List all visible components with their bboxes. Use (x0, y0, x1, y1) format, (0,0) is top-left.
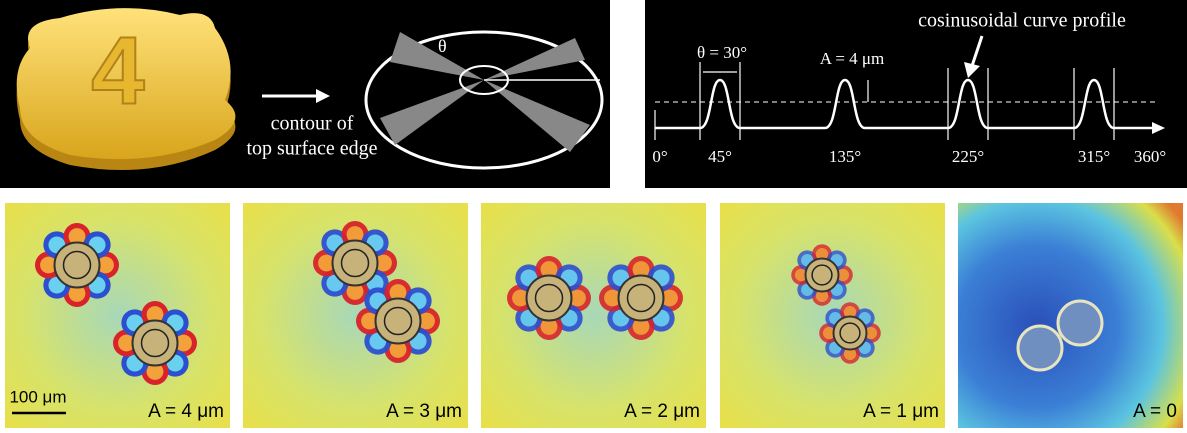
ring (62, 250, 92, 280)
petal-rim (632, 261, 650, 278)
ring (534, 283, 564, 313)
ring (340, 248, 370, 278)
axis-label: 0° (652, 147, 667, 166)
petal-rim (175, 334, 192, 352)
angle-symbol: θ (438, 36, 447, 56)
petal-rim (836, 268, 850, 282)
ring (383, 306, 413, 336)
width-label: θ = 30° (697, 43, 747, 62)
arrow-head (964, 62, 980, 78)
axis-label: 315° (1078, 147, 1110, 166)
ring (617, 274, 665, 322)
axis-arrow (1152, 122, 1165, 134)
petal-rim (632, 318, 650, 335)
image-panel: A = 3 μm (243, 203, 468, 428)
image-panel: A = 0 (958, 203, 1183, 428)
bottom-row: A = 4 μm A = 3 μm A = 2 μm A = 1 μm A = 0 (5, 203, 1183, 428)
guides (654, 62, 1115, 140)
arrow (970, 35, 984, 67)
image-panel: A = 4 μm (5, 203, 230, 428)
petal-rim (146, 306, 164, 323)
gear-model: 4 (16, 8, 236, 170)
panel-bg (645, 0, 1187, 188)
axis-label: 225° (952, 147, 984, 166)
scale-label: 100 μm (9, 387, 66, 406)
ring (832, 315, 868, 351)
petal-rim (843, 347, 857, 361)
petal-rim (794, 268, 808, 282)
petal-rim (815, 289, 829, 303)
image-panel: A = 2 μm (481, 203, 706, 428)
caption: contour of (271, 113, 354, 135)
petal-rim (604, 289, 621, 307)
petal-rim (864, 326, 878, 340)
ring (839, 322, 861, 344)
panel-label: A = 4 μm (148, 401, 224, 422)
petal-rim (389, 341, 407, 358)
panel-label: A = 2 μm (624, 401, 700, 422)
image-panel: A = 1 μm (720, 203, 945, 428)
ring (131, 319, 179, 367)
petal-rim (68, 285, 86, 302)
petal-rim (97, 256, 114, 274)
axis-label: 45° (708, 147, 732, 166)
petal-rim (661, 289, 678, 307)
petal-rim (118, 334, 135, 352)
petal-rim (375, 254, 392, 272)
petal-rim (843, 305, 857, 319)
petal-rim (569, 289, 586, 307)
petal-rim (318, 254, 335, 272)
petal-rim (822, 326, 836, 340)
petal-rim (146, 363, 164, 380)
ring (331, 239, 379, 287)
axis-label: 135° (829, 147, 861, 166)
digit: 4 (91, 17, 144, 124)
axis-label: 360° (1134, 147, 1166, 166)
ring (53, 241, 101, 289)
arrow-head (316, 89, 330, 103)
petal-rim (68, 228, 86, 245)
petal-rim (40, 256, 57, 274)
profile-curve (655, 78, 1155, 130)
petal-rim (389, 284, 407, 301)
petal-rim (361, 312, 378, 330)
petal-rim (512, 289, 529, 307)
ring (804, 257, 840, 293)
panel-bg (5, 203, 230, 428)
petal-rim (418, 312, 435, 330)
ring (525, 274, 573, 322)
panel-label: A = 3 μm (386, 401, 462, 422)
ring (140, 328, 170, 358)
panel-label: A = 1 μm (863, 401, 939, 422)
disk (1056, 299, 1104, 347)
petal-rim (815, 247, 829, 261)
disk-diagram: θ (364, 30, 604, 170)
petal-rim (346, 226, 364, 243)
petal-rim (540, 261, 558, 278)
ring (626, 283, 656, 313)
ring (811, 264, 833, 286)
panel-label: A = 0 (1133, 401, 1177, 422)
axis-labels: 0° 45° 135° 225° 315° 360° (652, 147, 1166, 166)
caption: top surface edge (246, 138, 377, 160)
petal-rim (346, 283, 364, 300)
ring (374, 297, 422, 345)
amplitude-label: A = 4 μm (820, 49, 885, 68)
disk (1016, 324, 1064, 372)
petal-rim (540, 318, 558, 335)
profile-title: cosinusoidal curve profile (918, 10, 1126, 32)
